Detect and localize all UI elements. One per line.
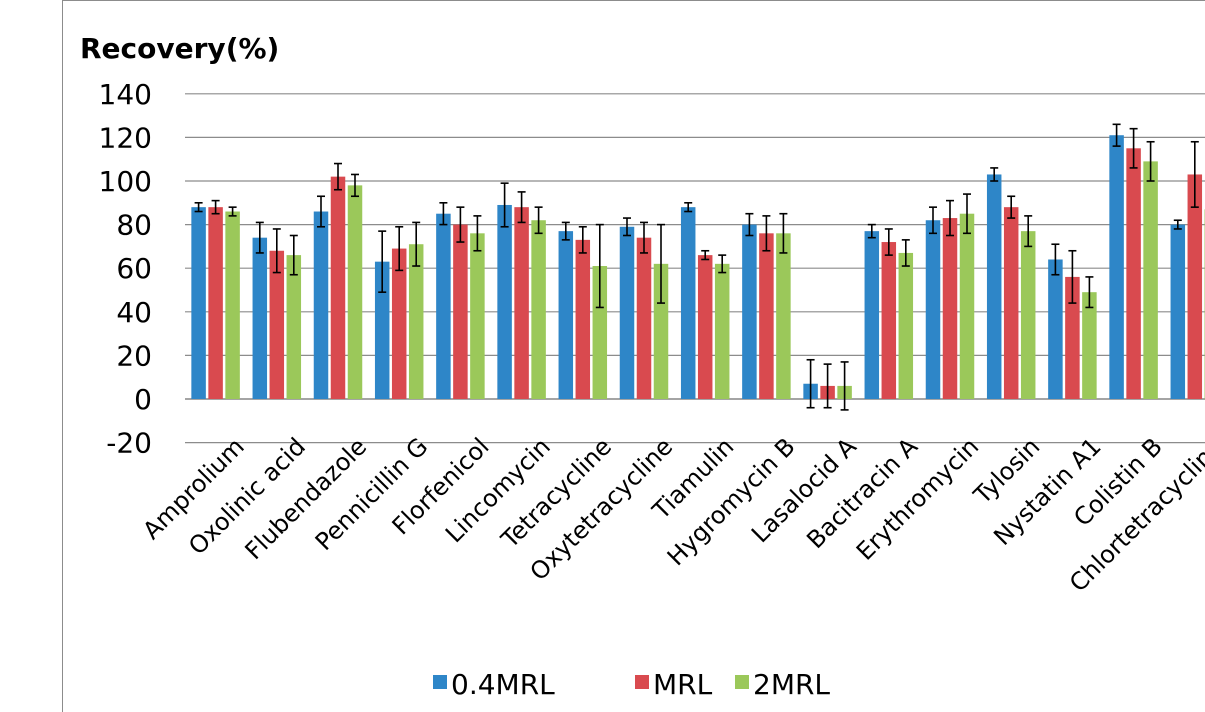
bar [531,220,546,399]
legend-swatch [433,675,447,689]
bar [1048,259,1063,399]
bar [470,233,485,399]
y-axis-label: Recovery(%) [80,32,279,65]
bar [714,263,730,399]
bar [374,261,390,399]
bar [514,207,529,399]
bar [269,250,285,399]
bar [1082,292,1097,399]
legend-label: 2MRL [753,668,830,701]
bars [191,135,1205,399]
bar [697,255,713,399]
bar [680,207,696,399]
bar [1003,207,1019,399]
y-tick-label: 60 [116,252,152,285]
legend: 0.4MRL MRL 2MRL [433,668,830,701]
bar [191,207,206,399]
y-tick-label: 20 [116,339,152,372]
bar [436,213,451,399]
y-tick-labels: -20 0 20 40 60 80 100 120 140 [99,78,152,460]
bar [208,207,223,399]
legend-swatch [635,675,649,689]
y-tick-label: 120 [99,121,152,154]
bar [286,255,302,399]
bar [776,233,791,399]
bar [453,224,468,399]
bar [1143,161,1158,399]
bar [1109,135,1124,399]
bar [1187,174,1203,399]
bar [391,248,407,399]
bar [347,185,363,399]
bar [653,263,669,399]
bar [558,231,574,399]
bar [592,266,608,399]
legend-label: MRL [653,668,713,701]
bar [575,239,591,399]
bar [636,237,652,399]
bar [408,244,424,399]
bar [925,220,941,399]
error-bars [194,123,1199,411]
y-tick-label: 80 [116,209,152,242]
bar [864,231,880,399]
bar [252,237,268,399]
y-tick-label: 140 [99,78,152,111]
bar [986,174,1002,399]
bar [330,176,346,399]
bar [959,213,975,399]
bar [1020,231,1036,399]
y-tick-label: 100 [99,165,152,198]
chart-frame [62,0,1205,712]
bar [225,211,240,399]
bar [1126,148,1141,399]
bar [742,224,757,399]
y-tick-label: 0 [134,383,152,416]
y-tick-label: 40 [116,296,152,329]
bar [313,211,329,399]
bar [1170,224,1186,399]
y-tick-label: -20 [106,427,152,460]
bar [881,242,897,399]
bar [1065,276,1080,399]
bar [898,252,914,399]
bar [759,233,774,399]
bar [619,226,635,399]
legend-label: 0.4MRL [451,668,555,701]
bar [942,218,958,399]
bar [497,204,512,399]
legend-swatch [735,675,749,689]
